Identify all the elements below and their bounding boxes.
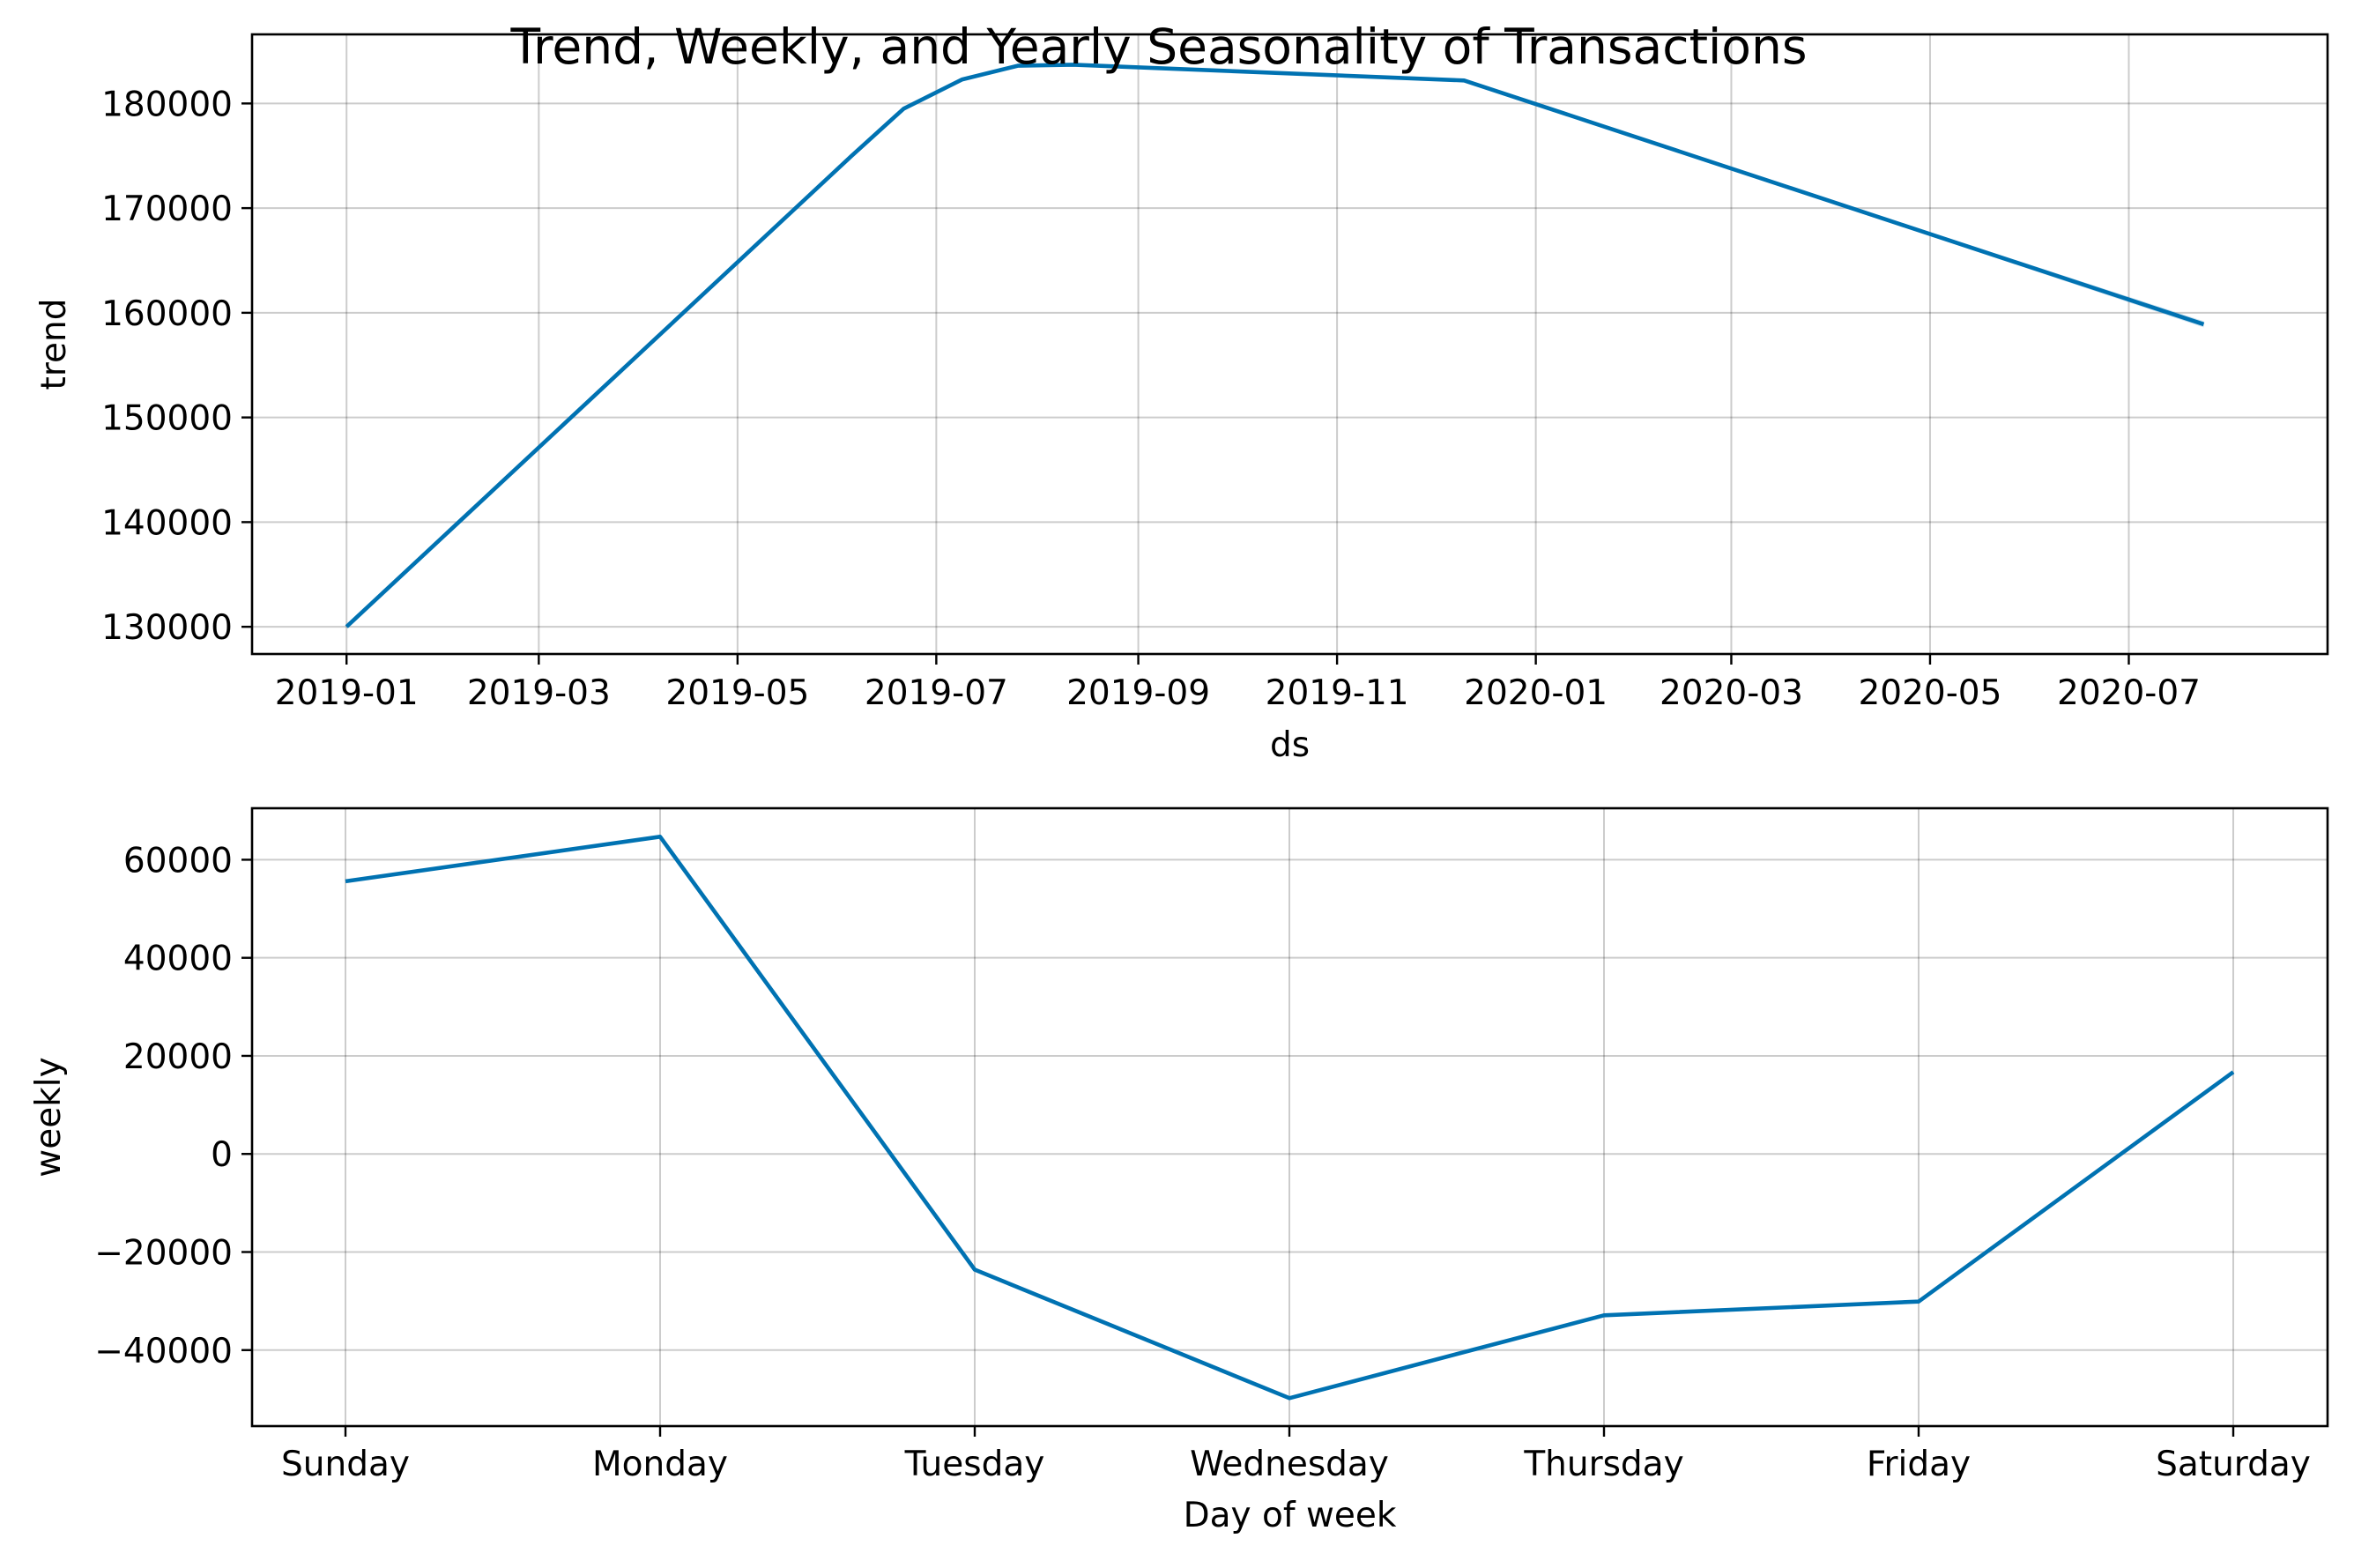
- trend-x-tick-label: 2019-11: [1266, 673, 1409, 713]
- trend-x-tick-label: 2020-05: [1858, 673, 2001, 713]
- weekly-y-tick-label: 40000: [123, 940, 233, 979]
- trend-y-ticks: 130000 140000 150000 160000 170000 180000: [101, 85, 252, 648]
- weekly-y-tick-label: −20000: [94, 1233, 233, 1273]
- trend-x-ticks: 2019-01 2019-03 2019-05 2019-07 2019-09 2019-…: [275, 654, 2201, 713]
- weekly-x-tick-label: Saturday: [2156, 1445, 2311, 1484]
- weekly-x-tick-label: Monday: [592, 1445, 728, 1484]
- trend-x-tick-label: 2019-07: [865, 673, 1008, 713]
- trend-y-tick-label: 180000: [101, 85, 233, 124]
- trend-x-axis-label: ds: [1270, 725, 1310, 765]
- trend-panel: 2019-01 2019-03 2019-05 2019-07 2019-09 2019-…: [34, 33, 2329, 765]
- weekly-gridlines: [252, 808, 2328, 1426]
- trend-series-line: [345, 63, 2205, 628]
- trend-x-tick-label: 2020-03: [1660, 673, 1803, 713]
- trend-x-tick-label: 2019-01: [275, 673, 419, 713]
- trend-x-tick-label: 2019-03: [467, 673, 611, 713]
- trend-y-axis-label: trend: [34, 299, 74, 390]
- trend-y-tick-label: 140000: [101, 503, 233, 543]
- weekly-series-line: [345, 835, 2235, 1401]
- trend-x-tick-label: 2020-07: [2057, 673, 2201, 713]
- weekly-x-tick-label: Friday: [1867, 1445, 1971, 1484]
- weekly-x-axis-label: Day of week: [1184, 1496, 1397, 1535]
- trend-y-tick-label: 170000: [101, 189, 233, 229]
- weekly-y-ticks: −40000 −20000 0 20000 40000 60000: [94, 841, 252, 1371]
- weekly-x-tick-label: Wednesday: [1190, 1445, 1389, 1484]
- trend-x-tick-label: 2019-09: [1066, 673, 1210, 713]
- trend-y-tick-label: 160000: [101, 294, 233, 334]
- weekly-x-tick-label: Sunday: [281, 1445, 410, 1484]
- trend-uncertainty-band: [346, 64, 2204, 628]
- weekly-x-ticks: Sunday Monday Tuesday Wednesday Thursday Frid…: [281, 1426, 2311, 1484]
- trend-axes-frame: [250, 33, 2329, 656]
- trend-y-tick-label: 130000: [101, 608, 233, 648]
- trend-x-tick-label: 2020-01: [1464, 673, 1608, 713]
- trend-y-tick-label: 150000: [101, 399, 233, 439]
- weekly-y-axis-label: weekly: [29, 1057, 69, 1177]
- weekly-panel: Sunday Monday Tuesday Wednesday Thursday Frid…: [29, 806, 2329, 1535]
- figure-title: Trend, Weekly, and Yearly Seasonality of…: [510, 19, 1808, 75]
- trend-x-tick-label: 2019-05: [665, 673, 809, 713]
- trend-gridlines: [252, 34, 2328, 654]
- weekly-x-tick-label: Thursday: [1523, 1445, 1683, 1484]
- weekly-y-tick-label: 0: [211, 1135, 233, 1175]
- weekly-y-tick-label: −40000: [94, 1332, 233, 1371]
- weekly-y-tick-label: 60000: [123, 841, 233, 881]
- weekly-y-tick-label: 20000: [123, 1037, 233, 1077]
- weekly-x-tick-label: Tuesday: [904, 1445, 1045, 1484]
